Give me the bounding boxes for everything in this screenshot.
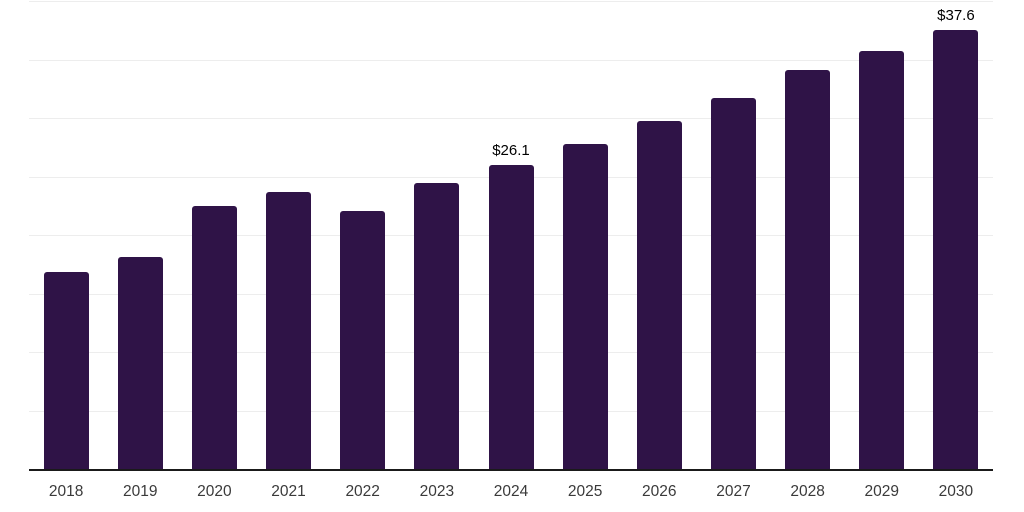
bar-2020 xyxy=(191,205,237,470)
bar-2029 xyxy=(859,51,905,470)
x-axis-line xyxy=(29,469,993,471)
x-tick-label-2028: 2028 xyxy=(790,483,825,500)
bar-2021 xyxy=(266,191,312,470)
bar-2027 xyxy=(710,97,756,470)
bar-2030 xyxy=(933,30,979,470)
x-tick-label-2023: 2023 xyxy=(419,483,455,500)
x-tick-label-2018: 2018 xyxy=(48,483,84,500)
bar-2025 xyxy=(562,143,608,470)
gridline-30 xyxy=(29,118,993,119)
x-tick-label-2019: 2019 xyxy=(122,483,158,500)
x-tick-label-2027: 2027 xyxy=(716,483,751,500)
bar-2022 xyxy=(340,211,386,470)
x-tick-label-2030: 2030 xyxy=(938,483,974,500)
x-tick-label-2024: 2024 xyxy=(493,483,529,500)
bar-2019 xyxy=(117,257,163,470)
value-label-2024: $26.1 xyxy=(492,141,530,159)
x-tick-label-2026: 2026 xyxy=(642,483,677,500)
bar-2024 xyxy=(488,164,534,470)
plot-area: $26.1 $37.6 xyxy=(29,0,993,471)
value-label-2030: $37.6 xyxy=(937,7,975,25)
gridline-40 xyxy=(29,1,993,2)
gridline-35 xyxy=(29,59,993,61)
bar-2026 xyxy=(636,121,682,470)
x-tick-label-2022: 2022 xyxy=(345,483,380,500)
x-tick-label-2025: 2025 xyxy=(567,483,603,500)
bar-2028 xyxy=(785,69,831,470)
bar-2023 xyxy=(414,183,460,470)
x-axis-tick-labels: 2018 2019 2020 2021 2022 2023 2024 2025 2026 2027… xyxy=(29,483,993,503)
x-tick-label-2021: 2021 xyxy=(271,483,306,500)
bar-2018 xyxy=(43,272,89,470)
x-tick-label-2020: 2020 xyxy=(197,483,232,500)
x-tick-label-2029: 2029 xyxy=(864,483,899,500)
